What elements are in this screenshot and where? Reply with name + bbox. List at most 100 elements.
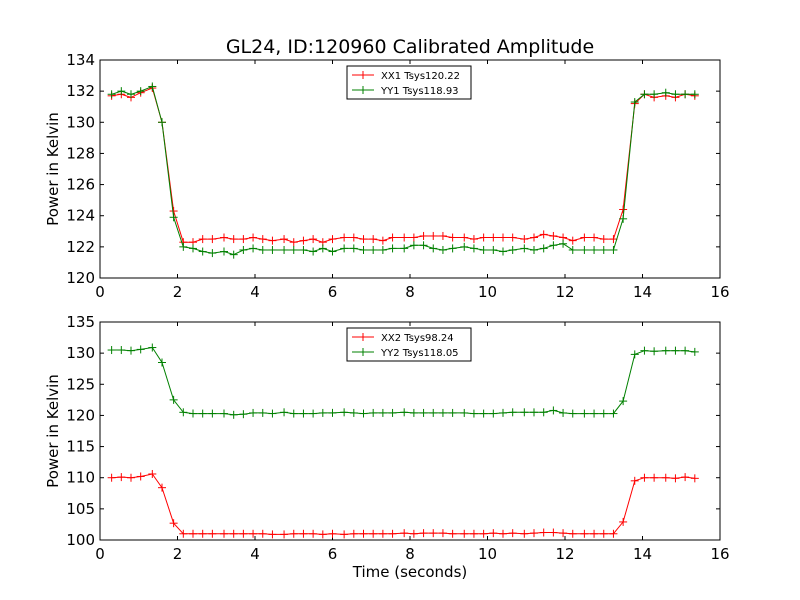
y-tick-label: 115 [66,438,95,456]
data-point [340,244,349,253]
data-point [499,233,507,242]
data-point [409,529,418,538]
data-point [107,346,116,355]
legend-label: YY1 Tsys118.93 [380,86,459,97]
data-point [388,408,397,417]
data-point [590,245,599,254]
y-tick-label: 120 [66,269,95,287]
data-point [220,409,228,418]
data-point [249,529,258,538]
x-tick-label: 8 [405,545,415,563]
data-point [400,233,409,242]
data-point [530,529,538,538]
data-point [438,408,447,417]
data-point [508,245,517,254]
data-point [661,473,670,482]
data-point [148,343,157,352]
data-point [299,236,308,245]
data-point [599,235,608,244]
x-tick-label: 16 [710,283,729,301]
data-point [359,529,368,538]
data-point [169,213,178,222]
data-point [469,235,478,244]
data-point [609,245,618,254]
data-point [609,235,618,244]
y-tick-label: 100 [66,531,95,549]
data-point [369,529,378,538]
data-point [318,244,327,253]
data-point [619,214,628,223]
data-point [671,346,680,355]
x-tick-label: 6 [328,283,338,301]
data-point [438,231,447,240]
data-point [148,469,157,478]
data-point [208,235,217,244]
data-point [469,244,478,253]
data-point [169,519,178,528]
data-point [388,244,397,253]
data-point [280,530,289,539]
data-point [630,98,639,107]
x-tick-label: 4 [250,283,260,301]
y-tick-label: 126 [66,176,95,194]
data-point [609,409,618,418]
x-tick-label: 2 [173,545,183,563]
data-point [309,529,318,538]
data-point [229,529,238,538]
data-point [590,233,599,242]
data-point [489,409,498,418]
data-point [229,250,238,259]
data-point [388,233,397,242]
bottom-panel: 0 2 4 6 8 10 12 14 16 100 105 110 115 120 125 130 135 Pow… [44,313,730,563]
data-point [268,530,277,539]
legend-label: YY2 Tsys118.05 [380,348,459,359]
data-point [568,245,577,254]
data-point [289,245,298,254]
data-point [328,408,337,417]
y-tick-label: 132 [66,82,95,100]
data-point [469,409,478,418]
data-point [609,529,618,538]
data-point [448,529,457,538]
y-tick-label: 134 [66,51,95,69]
data-point [400,408,409,417]
data-point [189,244,197,253]
data-point [568,236,577,245]
data-point [249,233,258,242]
data-point [640,473,649,482]
chart-title: GL24, ID:120960 Calibrated Amplitude [226,36,594,58]
data-point [619,517,628,526]
y-axis-label: Power in Kelvin [44,374,62,488]
x-tick-label: 4 [250,545,260,563]
data-point [630,476,639,485]
data-point [508,408,517,417]
data-point [460,529,469,538]
data-point [280,245,289,254]
data-point [479,245,488,254]
data-point [559,408,568,417]
data-point [388,529,397,538]
data-point [239,410,248,419]
legend-label: XX1 Tsys120.22 [381,71,460,82]
data-point [448,233,457,242]
data-point [671,474,680,483]
data-point [650,90,659,99]
data-point [508,529,517,538]
data-point [158,483,166,492]
data-point [148,82,157,91]
data-point [239,235,248,244]
data-point [198,247,207,256]
data-point [299,409,308,418]
data-point [619,205,628,214]
data-point [198,235,207,244]
data-point [520,408,529,417]
data-point [328,247,337,256]
data-point [549,528,558,537]
data-point [280,408,289,417]
data-point [559,529,568,538]
data-point [229,235,238,244]
data-point [107,473,116,482]
data-point [359,409,368,418]
data-point [681,346,690,355]
data-point [599,245,608,254]
